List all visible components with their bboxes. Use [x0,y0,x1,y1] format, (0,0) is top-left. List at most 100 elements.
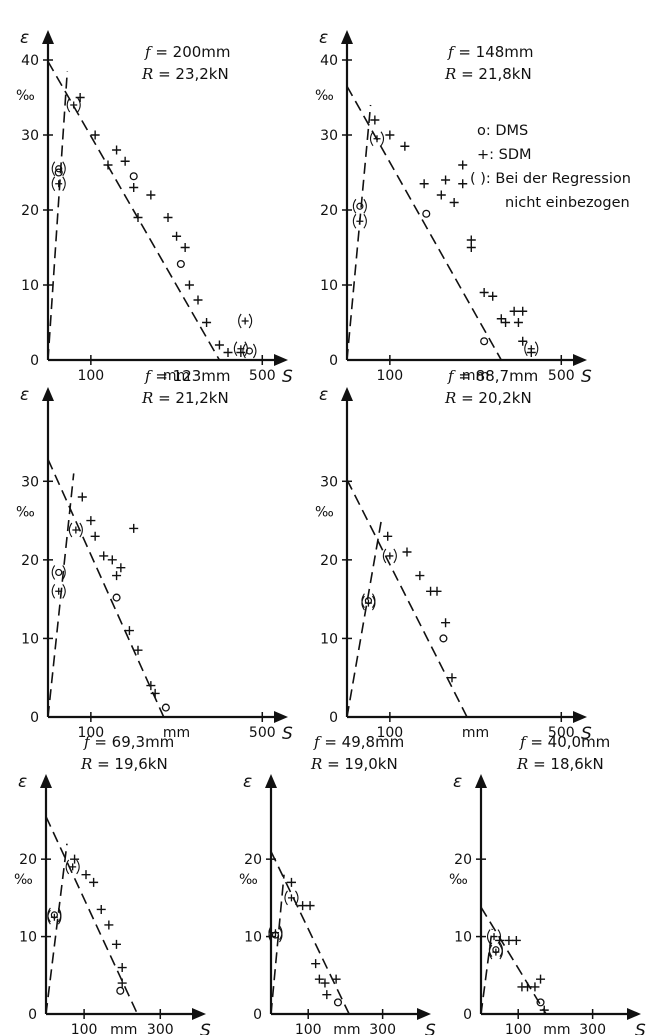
sdm-point [107,555,117,565]
dms-point [480,337,489,346]
x-tick-label: 300 [147,1022,174,1035]
sdm-point [286,877,296,887]
y-axis-arrow-icon [341,387,353,401]
sdm-point [163,213,173,222]
sdm-point [70,854,80,864]
param-R: R = 23,2kN [141,65,229,83]
y-axis-unit: ‰ [315,88,334,104]
param-R: R = 18,6kN [516,755,604,773]
param-R-value: = 19,6kN [92,755,167,773]
excluded-dms-point [268,927,283,943]
excluded-dms-point [361,593,376,609]
circle-mark [364,597,373,605]
y-tick-label: 30 [21,474,39,490]
sdm-point [305,901,315,911]
dms-point [422,209,431,218]
x-axis-label: S [282,724,293,744]
sdm-point [539,1005,549,1015]
sdm-point [133,645,143,655]
param-R-symbol: R [80,755,92,773]
y-axis-unit: ‰ [315,504,334,520]
y-axis-arrow-icon [341,30,353,44]
y-tick-label: 20 [21,553,39,569]
y-tick-label: 0 [30,353,39,369]
y-axis-label: ε [18,772,27,792]
y-axis-arrow-icon [40,774,52,788]
dms-point [536,998,545,1007]
dms-point [54,168,63,177]
y-tick-label: 0 [463,1007,472,1023]
param-f-symbol: f [447,367,456,385]
sdm-point [432,586,442,596]
y-tick-label: 20 [244,852,262,868]
sdm-point [436,190,446,200]
x-tick-label: 100 [295,1022,322,1035]
bracket-mark [352,213,367,229]
param-f-symbol: f [144,43,153,61]
x-axis-arrow-icon [627,1008,641,1020]
y-axis-unit: ‰ [239,872,258,888]
sdm-point [90,531,100,541]
param-R-value: = 19,0kN [322,755,397,773]
sdm-point [402,547,412,557]
excluded-sdm-point [68,522,83,538]
x-axis-label: S [200,1021,211,1035]
bracket-mark [51,583,66,599]
y-axis-label: ε [453,772,462,792]
y-tick-label: 20 [320,553,338,569]
chart-panel-2: 0 10 20 30 40 100 500 ε ‰ mm Sf = 148mm R = 21,8kN [315,28,592,387]
sdm-point [458,179,468,189]
dms-point [333,998,343,1007]
param-f-value: = 148mm [454,43,534,61]
y-axis-arrow-icon [42,387,54,401]
bracket-mark [66,97,81,113]
dms-point [439,634,448,643]
sdm-point [112,571,122,581]
y-axis-label: ε [319,28,328,48]
bracket-mark [51,176,66,192]
legend-excluded: ( ): Bei der Regression [470,171,631,187]
y-axis-arrow-icon [265,774,277,788]
sdm-point [86,516,96,526]
excluded-sdm-point [524,341,539,357]
x-tick-label: 100 [376,725,403,741]
sdm-point [129,183,139,192]
sdm-point [419,179,429,189]
param-f-value: = 69,3mm [90,733,175,751]
regression-line-2 [47,458,165,718]
y-tick-label: 0 [329,710,338,726]
y-tick-label: 10 [21,278,39,294]
excluded-sdm-point [382,548,397,564]
legend-excluded-continued: nicht einbezogen [505,195,630,211]
y-tick-label: 30 [320,128,338,144]
sdm-point [99,551,109,561]
param-R: R = 21,2kN [141,389,229,407]
x-axis-label: S [635,1021,646,1035]
sdm-point [193,295,203,305]
chart-panel-6: 0 10 20 100 300 ε ‰ mm Sf = 49,8mm R = 19,0kN [239,733,436,1035]
regression-line-2 [47,61,221,361]
x-tick-label: 100 [71,1022,98,1035]
chart-panel-5: 0 10 20 100 300 ε ‰ mm Sf = 69,3mm R = 19,6kN [14,733,211,1035]
y-tick-label: 10 [320,631,338,647]
x-axis-arrow-icon [274,711,288,723]
param-f: f = 200mm [144,43,231,61]
excluded-dms-point [488,942,503,958]
y-axis-label: ε [243,772,252,792]
x-tick-label: 500 [249,368,276,384]
sdm-point [129,523,139,533]
chart-panel-3: 0 10 20 30 100 500 ε ‰ mm Sf = 123mm R = 21,2kN [16,367,293,744]
param-f-value: = 88,7mm [454,367,539,385]
bracket-mark [488,942,503,958]
plus-mark [55,180,63,188]
y-tick-label: 20 [454,852,472,868]
x-axis-unit: mm [462,725,489,741]
y-tick-label: 40 [320,53,338,69]
x-axis-label: S [581,367,592,387]
param-R-symbol: R [141,389,153,407]
excluded-dms-point [47,907,62,923]
regression-line-1 [270,874,285,1015]
sdm-point [488,291,498,301]
plus-mark [287,894,295,902]
